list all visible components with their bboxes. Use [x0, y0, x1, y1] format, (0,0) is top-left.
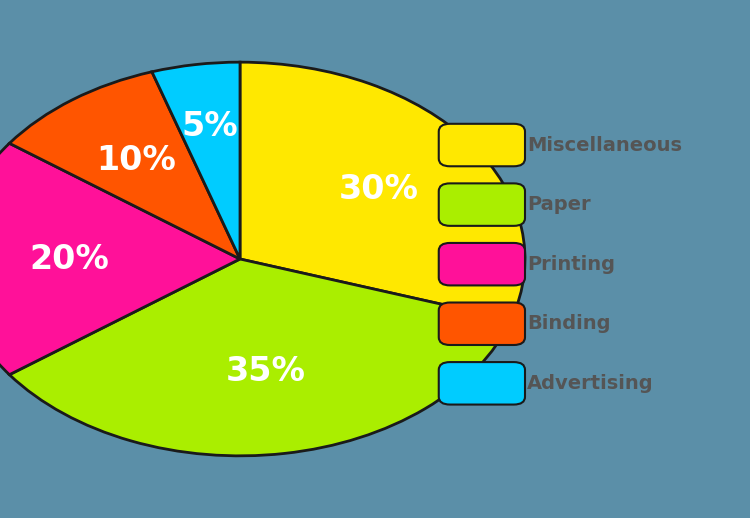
FancyBboxPatch shape [439, 303, 525, 345]
Text: 30%: 30% [338, 173, 418, 206]
Wedge shape [240, 62, 525, 320]
Wedge shape [10, 259, 511, 456]
Text: 20%: 20% [29, 242, 109, 276]
FancyBboxPatch shape [439, 183, 525, 226]
Text: Miscellaneous: Miscellaneous [527, 136, 682, 154]
FancyBboxPatch shape [439, 362, 525, 405]
Text: Binding: Binding [527, 314, 610, 333]
Text: Printing: Printing [527, 255, 615, 274]
Wedge shape [10, 72, 240, 259]
Text: 10%: 10% [96, 144, 176, 177]
Wedge shape [0, 143, 240, 375]
Wedge shape [152, 62, 240, 259]
FancyBboxPatch shape [439, 124, 525, 166]
Text: Advertising: Advertising [527, 374, 654, 393]
Text: Paper: Paper [527, 195, 591, 214]
Text: 35%: 35% [226, 355, 306, 388]
FancyBboxPatch shape [439, 243, 525, 285]
Text: 5%: 5% [182, 110, 238, 143]
